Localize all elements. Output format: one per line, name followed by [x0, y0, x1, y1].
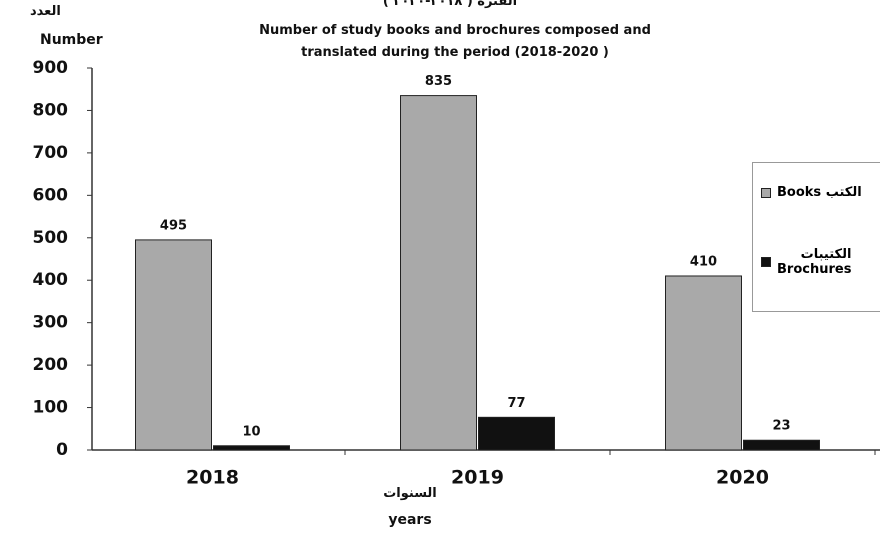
value-label: 495 [160, 218, 187, 233]
y-tick-label: 200 [33, 355, 69, 375]
bar [665, 275, 742, 451]
legend-entry: الكتيبات Brochures [761, 247, 851, 277]
x-tick-label: 2020 [716, 467, 769, 489]
y-axis-label: Number [40, 32, 103, 48]
bar [743, 439, 820, 451]
y-tick-label: 400 [33, 270, 69, 290]
y-axis-label-arabic: العدد [30, 4, 61, 19]
x-tick-label: 2018 [186, 467, 239, 489]
bar [135, 239, 212, 451]
y-tick-label: 300 [33, 313, 69, 333]
y-tick-label: 500 [33, 228, 69, 248]
legend-swatch [761, 257, 771, 267]
value-label: 77 [507, 396, 525, 411]
chart-title-arabic: الفترة ( ٢٠١٨-٢٠٢٠ ) [382, 0, 518, 9]
y-tick-label: 0 [56, 440, 68, 460]
chart-title: Number of study books and brochures comp… [259, 23, 651, 60]
bar [400, 95, 477, 451]
x-tick-label: 2019 [451, 467, 504, 489]
y-tick-label: 700 [33, 143, 69, 163]
legend-label: Books الكتب [777, 185, 862, 200]
y-tick-label: 900 [33, 58, 69, 78]
y-tick-label: 800 [33, 100, 69, 120]
value-label: 10 [242, 424, 260, 439]
legend-entry: Books الكتب [761, 185, 862, 200]
x-axis-label-arabic: السنوات [383, 486, 437, 501]
value-label: 835 [425, 74, 452, 89]
legend-label: الكتيبات Brochures [777, 247, 852, 277]
y-tick-label: 600 [33, 185, 69, 205]
bar [478, 416, 555, 451]
bar [213, 445, 290, 451]
x-axis-label: years [388, 512, 432, 528]
legend-swatch [761, 187, 771, 198]
legend: Books الكتب الكتيبات Brochures [752, 162, 880, 312]
value-label: 410 [690, 254, 717, 269]
y-tick-label: 100 [33, 398, 69, 418]
value-label: 23 [772, 419, 790, 434]
